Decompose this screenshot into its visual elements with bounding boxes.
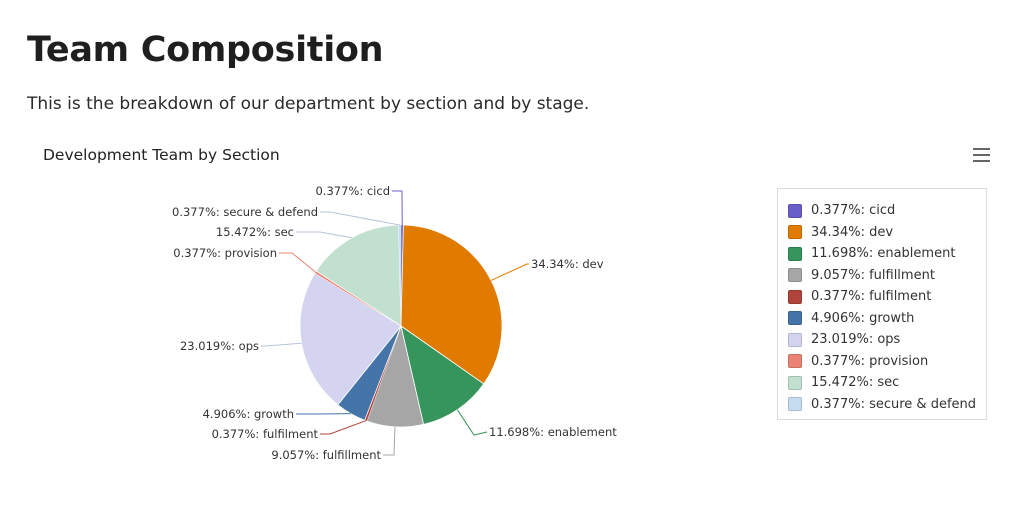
page-description: This is the breakdown of our department … — [27, 94, 590, 114]
leader-line-cicd — [392, 190, 403, 226]
legend-item-dev[interactable]: 34.34%: dev — [788, 222, 986, 244]
legend-label: 11.698%: enablement — [811, 246, 956, 262]
pie-slice-dev[interactable] — [400, 224, 503, 385]
page-title: Team Composition — [27, 30, 384, 70]
legend-label: 15.472%: sec — [811, 375, 900, 391]
legend-swatch — [788, 289, 802, 304]
legend-label: 0.377%: provision — [811, 353, 929, 369]
legend-item-enablement[interactable]: 11.698%: enablement — [788, 243, 986, 265]
slice-label-sec: 15.472%: sec — [216, 225, 294, 239]
legend-swatch — [788, 332, 802, 347]
slice-label-ops: 23.019%: ops — [180, 339, 259, 353]
hamburger-icon — [972, 148, 990, 150]
legend-item-fulfilment[interactable]: 0.377%: fulfilment — [788, 286, 986, 308]
leader-line-ops — [261, 342, 302, 347]
legend-swatch — [788, 225, 802, 240]
legend-label: 0.377%: secure & defend — [811, 396, 977, 412]
chart-menu-button[interactable] — [968, 144, 994, 166]
chart-legend: 0.377%: cicd 34.34%: dev 11.698%: enableme… — [777, 188, 987, 420]
chart-container: Development Team by Section 0.377%: cicd… — [0, 130, 1024, 470]
slice-label-provision: 0.377%: provision — [173, 246, 277, 260]
leader-line-secure-and-defend — [320, 211, 400, 226]
legend-label: 4.906%: growth — [811, 310, 915, 326]
pie-chart: 0.377%: cicd 34.34%: dev 11.698%: enableme… — [172, 184, 617, 462]
legend-item-cicd[interactable]: 0.377%: cicd — [788, 200, 986, 222]
chart-title: Development Team by Section — [43, 146, 280, 164]
slice-label-enablement: 11.698%: enablement — [489, 425, 617, 439]
slice-label-dev: 34.34%: dev — [531, 257, 604, 271]
hamburger-icon — [972, 154, 990, 156]
legend-item-growth[interactable]: 4.906%: growth — [788, 308, 986, 330]
slice-label-fulfillment: 9.057%: fulfillment — [271, 448, 381, 462]
leader-line-dev — [490, 263, 529, 281]
pie-slice-sec[interactable] — [315, 224, 402, 327]
leader-line-enablement — [456, 409, 488, 436]
legend-swatch — [788, 203, 802, 218]
slice-label-cicd: 0.377%: cicd — [315, 184, 390, 198]
leader-line-provision — [279, 252, 316, 273]
legend-swatch — [788, 246, 802, 261]
legend-label: 9.057%: fulfillment — [811, 267, 935, 283]
slice-label-growth: 4.906%: growth — [203, 407, 294, 421]
leader-line-fulfilment — [320, 420, 366, 435]
legend-item-provision[interactable]: 0.377%: provision — [788, 351, 986, 373]
leader-line-sec — [296, 231, 352, 239]
hamburger-icon — [972, 160, 990, 162]
legend-item-fulfillment[interactable]: 9.057%: fulfillment — [788, 265, 986, 287]
slice-label-secure-and-defend: 0.377%: secure & defend — [172, 205, 318, 219]
legend-label: 23.019%: ops — [811, 332, 901, 348]
slice-label-fulfilment: 0.377%: fulfilment — [212, 427, 319, 441]
legend-swatch — [788, 397, 802, 412]
legend-swatch — [788, 268, 802, 283]
legend-item-ops[interactable]: 23.019%: ops — [788, 329, 986, 351]
pie-slice-enablement[interactable] — [400, 325, 485, 425]
legend-item-sec[interactable]: 15.472%: sec — [788, 372, 986, 394]
legend-swatch — [788, 375, 802, 390]
legend-label: 0.377%: fulfilment — [811, 289, 932, 305]
leader-line-fulfillment — [383, 426, 396, 456]
legend-item-secure-and-defend[interactable]: 0.377%: secure & defend — [788, 394, 986, 416]
legend-swatch — [788, 354, 802, 369]
legend-label: 34.34%: dev — [811, 224, 894, 240]
legend-swatch — [788, 311, 802, 326]
legend-label: 0.377%: cicd — [811, 203, 896, 219]
